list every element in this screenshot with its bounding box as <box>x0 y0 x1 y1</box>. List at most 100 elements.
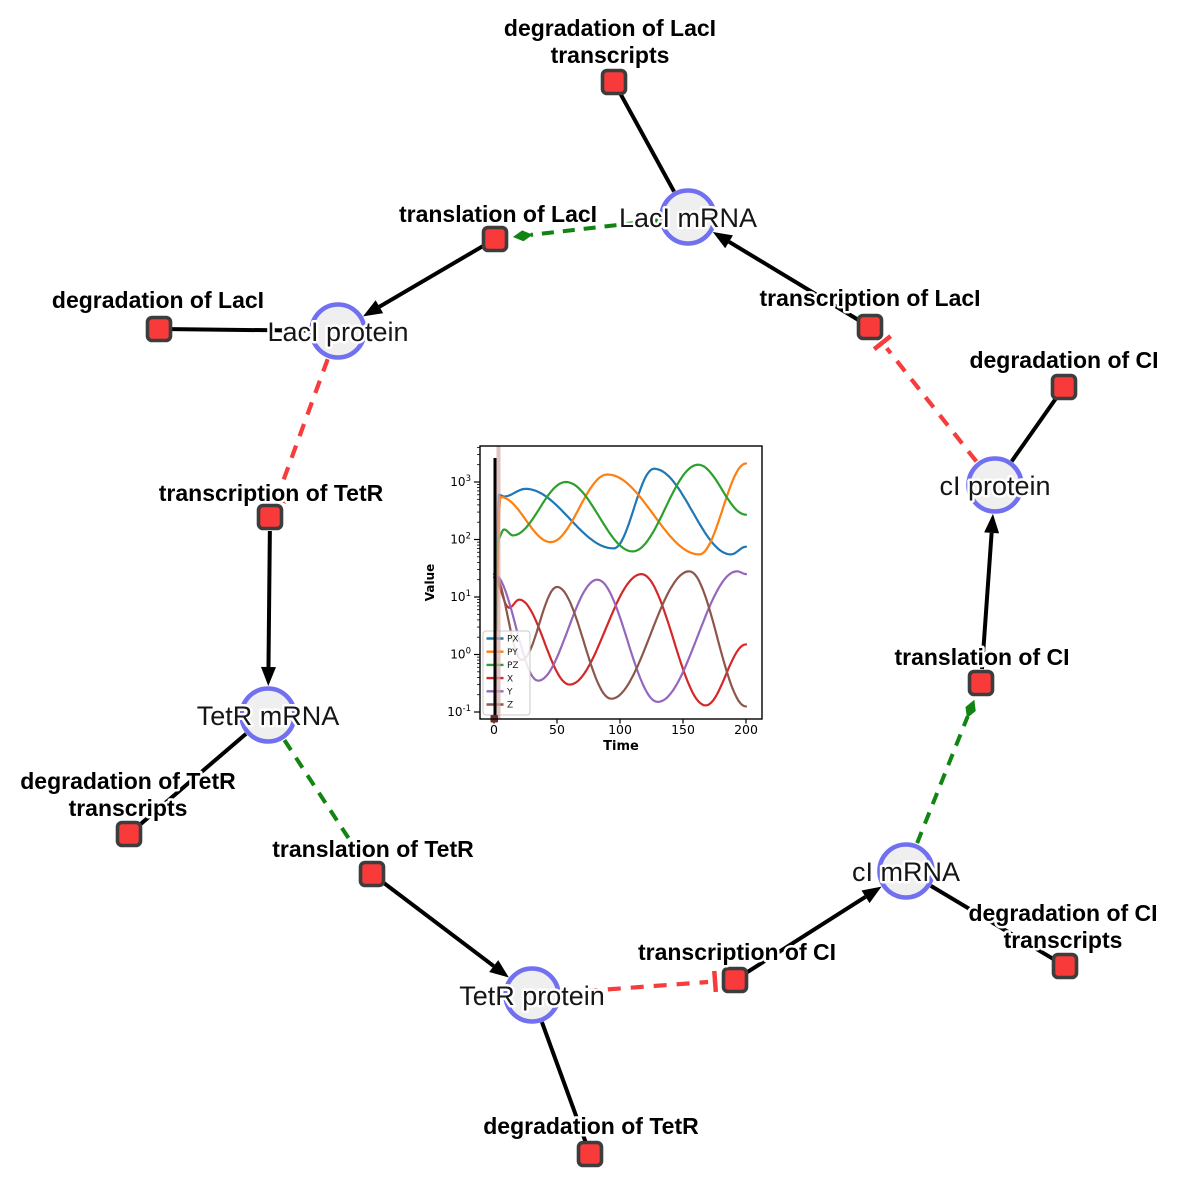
edge-product-transl_ci-ci_protein-arrowhead <box>984 513 1000 534</box>
species-node-laci_protein[interactable] <box>309 302 367 360</box>
reaction-label-deg_tetr_tx-line2: transcripts <box>69 795 188 821</box>
edge-product-transl_tetr-tetr_protein <box>381 880 495 968</box>
reaction-node-transl_laci[interactable] <box>481 225 509 253</box>
x-tick-label: 100 <box>608 722 632 737</box>
reaction-node-deg_ci_tx[interactable] <box>1051 952 1079 980</box>
y-axis-label: Value <box>423 564 437 602</box>
species-node-ci_protein[interactable] <box>966 456 1024 514</box>
curve-Z <box>492 570 748 708</box>
legend-label-Z: Z <box>507 701 513 711</box>
reaction-label-deg_ci_tx-line2: transcripts <box>1004 927 1123 953</box>
reaction-node-deg_ci[interactable] <box>1050 373 1078 401</box>
legend-label-PX: PX <box>507 635 519 645</box>
reaction-node-transc_tetr[interactable] <box>256 503 284 531</box>
reaction-node-deg_laci[interactable] <box>145 315 173 343</box>
edge-inhibitor-tetr_protein-transc_ci-tbar <box>712 970 719 993</box>
curve-PX <box>492 467 748 703</box>
edge-reactant-tetr_protein-deg_tetr <box>540 1021 588 1143</box>
edge-product-transl_laci-laci_protein-arrowhead <box>363 300 384 317</box>
reaction-label-deg_ci-line1: degradation of CI <box>969 347 1158 373</box>
curve-PY <box>492 462 748 703</box>
edge-product-transc_laci-laci_mrna-arrowhead <box>712 232 733 249</box>
species-node-tetr_mrna[interactable] <box>239 686 297 744</box>
edge-modifier-laci_mrna-transl_laci-arrowhead <box>512 230 533 242</box>
edge-product-transc_laci-laci_mrna <box>728 240 860 322</box>
species-label-ci_protein: cI protein <box>939 471 1050 501</box>
simulation-plot: 0 50 100 150 20010-1100101102103TimeValuePXP… <box>423 445 763 754</box>
reaction-node-transc_ci[interactable] <box>721 966 749 994</box>
edge-modifier-tetr_mrna-transl_tetr-arrowhead <box>351 842 363 859</box>
species-label-ci_mrna: cI mRNA <box>852 857 960 887</box>
legend-label-PZ: PZ <box>507 661 519 671</box>
simulation-plot-panel: 0 50 100 150 200 10-1 100 101 102 103 Time Value PX P… <box>418 432 774 762</box>
reaction-node-transc_laci[interactable] <box>856 313 884 341</box>
reaction-label-deg_laci-line1: degradation of LacI <box>52 287 264 313</box>
x-tick-label: 150 <box>671 722 695 737</box>
reaction-label-deg_laci_tx-line2: transcripts <box>551 42 670 68</box>
axes-spines <box>479 445 763 720</box>
reaction-label-transl_laci-line1: translation of LacI <box>399 201 597 227</box>
legend-label-Y: Y <box>506 688 513 698</box>
edge-modifier-tetr_mrna-transl_tetr <box>282 739 354 845</box>
species-node-ci_mrna[interactable] <box>877 842 935 900</box>
legend: PX PY PZ XYZ <box>482 630 531 716</box>
edge-product-transc_tetr-tetr_mrna-arrowhead <box>260 666 276 687</box>
reaction-label-transl_ci-line1: translation of CI <box>894 644 1069 670</box>
x-axis-label: Time <box>603 739 639 754</box>
reaction-label-deg_laci_tx-line1: degradation of LacI <box>504 15 716 41</box>
edge-product-transc_ci-ci_mrna-arrowhead <box>861 886 882 904</box>
edge-modifier-laci_mrna-transl_laci <box>530 218 659 237</box>
reaction-label-transc_tetr-line1: transcription of TetR <box>159 480 384 506</box>
edge-reactant-ci_protein-deg_ci <box>1010 396 1059 463</box>
y-tick-label: 10-1 <box>447 704 471 719</box>
y-tick-label: 103 <box>450 474 471 489</box>
legend-label-X: X <box>507 674 513 684</box>
edge-inhibitor-tetr_protein-transc_ci <box>561 979 709 995</box>
edge-inhibitor-ci_protein-transc_laci-tbar <box>872 334 893 351</box>
curve-X <box>492 573 748 707</box>
edge-inhibitor-laci_protein-transc_tetr-tbar <box>266 492 288 504</box>
species-label-laci_mrna: LacI mRNA <box>619 203 757 233</box>
edge-reactant-tetr_mrna-deg_tetr_tx <box>137 732 248 828</box>
reaction-node-deg_laci_tx[interactable] <box>600 68 628 96</box>
edge-reactant-laci_protein-deg_laci <box>171 327 310 333</box>
reaction-label-deg_tetr-line1: degradation of TetR <box>483 1113 699 1139</box>
x-tick-label: 50 <box>549 722 565 737</box>
y-tick-label: 101 <box>450 589 471 604</box>
edge-product-transl_tetr-tetr_protein-arrowhead <box>489 960 509 978</box>
edges-layer <box>137 92 1059 1143</box>
edge-product-transl_laci-laci_protein <box>378 244 484 309</box>
reaction-label-transl_tetr-line1: translation of TetR <box>272 836 474 862</box>
species-label-tetr_protein: TetR protein <box>459 981 605 1011</box>
event-shaded-band <box>496 446 501 719</box>
reaction-node-deg_tetr_tx[interactable] <box>115 820 143 848</box>
x-tick-label: 0 <box>490 722 498 737</box>
edge-reactant-laci_mrna-deg_laci_tx <box>618 92 676 193</box>
curve-Y <box>492 570 748 703</box>
curves-layer <box>492 462 748 708</box>
edge-modifier-ci_mrna-transl_ci <box>915 715 970 844</box>
y-tick-label: 100 <box>450 647 471 662</box>
reaction-node-deg_tetr[interactable] <box>576 1140 604 1168</box>
species-label-laci_protein: LacI protein <box>267 317 408 347</box>
edge-modifier-ci_mrna-transl_ci-arrowhead <box>965 699 976 719</box>
labels-layer: degradation of LacItranscriptstranslatio… <box>18 13 1161 1142</box>
edge-product-transc_tetr-tetr_mrna <box>266 530 272 668</box>
edge-inhibitor-ci_protein-transc_laci <box>885 346 979 463</box>
curve-PZ <box>492 463 748 703</box>
species-node-tetr_protein[interactable] <box>503 966 561 1024</box>
species-label-tetr_mrna: TetR mRNA <box>197 701 340 731</box>
species-node-laci_mrna[interactable] <box>659 188 717 246</box>
reaction-label-deg_ci_tx-line1: degradation of CI <box>968 900 1157 926</box>
reaction-label-deg_tetr_tx-line1: degradation of TetR <box>20 768 236 794</box>
legend-label-PY: PY <box>507 648 518 658</box>
edge-reactant-ci_mrna-deg_ci_tx <box>929 884 1055 962</box>
edge-inhibitor-laci_protein-transc_tetr <box>277 358 330 493</box>
reaction-node-transl_ci[interactable] <box>967 669 995 697</box>
reaction-node-transl_tetr[interactable] <box>358 860 386 888</box>
edge-product-transl_ci-ci_protein <box>979 532 994 670</box>
y-tick-label: 102 <box>450 532 471 547</box>
edge-product-transc_ci-ci_mrna <box>745 895 867 975</box>
